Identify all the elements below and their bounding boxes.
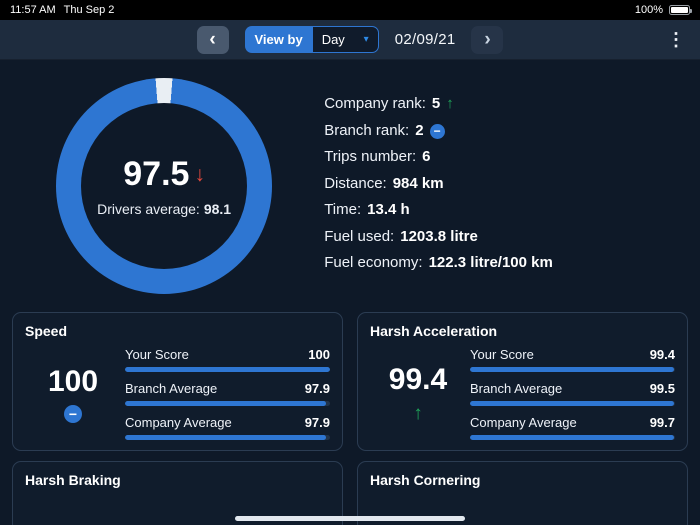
up-arrow-icon: ↑: [413, 402, 423, 424]
speed-card: Speed 100 − Your Score 100: [12, 312, 343, 451]
stat-time: Time: 13.4 h: [324, 201, 410, 219]
progress-bar: [470, 435, 675, 440]
down-arrow-icon: ↓: [194, 162, 205, 186]
stat-branch-rank: Branch rank: 2 −: [324, 122, 688, 140]
chevron-right-icon: ›: [484, 29, 491, 50]
period-value: Day: [321, 32, 345, 47]
progress-bar: [125, 435, 330, 440]
stats-list: Company rank: 5 ↑ Branch rank: 2 − Trips…: [316, 66, 688, 302]
progress-bar: [470, 401, 675, 406]
card-title: Harsh Braking: [25, 472, 121, 488]
previous-day-button[interactable]: ‹: [196, 25, 229, 54]
battery-percent: 100%: [634, 4, 663, 16]
stat-fuel-economy: Fuel economy: 122.3 litre/100 km: [324, 254, 553, 272]
stat-trips: Trips number: 6: [324, 148, 431, 166]
card-title: Harsh Cornering: [370, 472, 481, 488]
status-time: 11:57 AM: [10, 4, 56, 16]
metric-branch-average: Branch Average 97.9: [125, 381, 330, 406]
card-title: Harsh Acceleration: [370, 323, 498, 339]
app-screen: ‹ View by Day ▾ 02/09/21 › ⋮: [0, 20, 700, 525]
driver-score: 97.5: [123, 155, 190, 193]
nav-bar: ‹ View by Day ▾ 02/09/21 › ⋮: [0, 20, 700, 60]
progress-bar: [125, 401, 330, 406]
stat-fuel-used: Fuel used: 1203.8 litre: [324, 227, 478, 245]
battery-icon: [669, 5, 692, 15]
chevron-down-icon: ▾: [363, 34, 369, 45]
minus-badge-icon: −: [64, 404, 82, 423]
status-bar: 11:57 AM Thu Sep 2 100%: [0, 0, 700, 20]
metric-your-score: Your Score 99.4: [470, 347, 675, 372]
metric-company-average: Company Average 97.9: [125, 415, 330, 440]
view-by-control[interactable]: View by Day ▾: [244, 26, 379, 53]
up-arrow-icon: ↑: [446, 95, 454, 113]
card-title: Speed: [25, 323, 68, 339]
stat-distance: Distance: 984 km: [324, 174, 444, 192]
view-by-label: View by: [244, 26, 313, 53]
chevron-left-icon: ‹: [209, 29, 216, 50]
metric-your-score: Your Score 100: [125, 347, 330, 372]
progress-bar: [470, 367, 675, 372]
harsh-acceleration-score: 99.4: [388, 362, 448, 396]
next-day-button[interactable]: ›: [471, 25, 504, 54]
score-donut-chart: 97.5 ↓ Drivers average: 98.1: [56, 78, 273, 294]
home-indicator[interactable]: [235, 516, 465, 521]
metric-branch-average: Branch Average 99.5: [470, 381, 675, 406]
drivers-average-label: Drivers average:: [97, 201, 200, 217]
speed-score: 100: [47, 364, 99, 398]
stat-company-rank: Company rank: 5 ↑: [324, 95, 454, 113]
harsh-acceleration-card: Harsh Acceleration 99.4 ↑ Your Score 99.…: [357, 312, 688, 451]
minus-badge-icon: −: [429, 123, 445, 139]
harsh-cornering-card: Harsh Cornering: [357, 461, 688, 525]
status-date: Thu Sep 2: [63, 4, 115, 16]
current-date: 02/09/21: [394, 31, 456, 48]
progress-bar: [125, 367, 330, 372]
harsh-braking-card: Harsh Braking: [12, 461, 343, 525]
summary-section: 97.5 ↓ Drivers average: 98.1 Company rank…: [12, 66, 688, 302]
drivers-average-value: 98.1: [203, 201, 232, 217]
metric-company-average: Company Average 99.7: [470, 415, 675, 440]
overflow-menu-button[interactable]: ⋮: [667, 29, 686, 49]
period-dropdown[interactable]: Day ▾: [312, 26, 379, 53]
